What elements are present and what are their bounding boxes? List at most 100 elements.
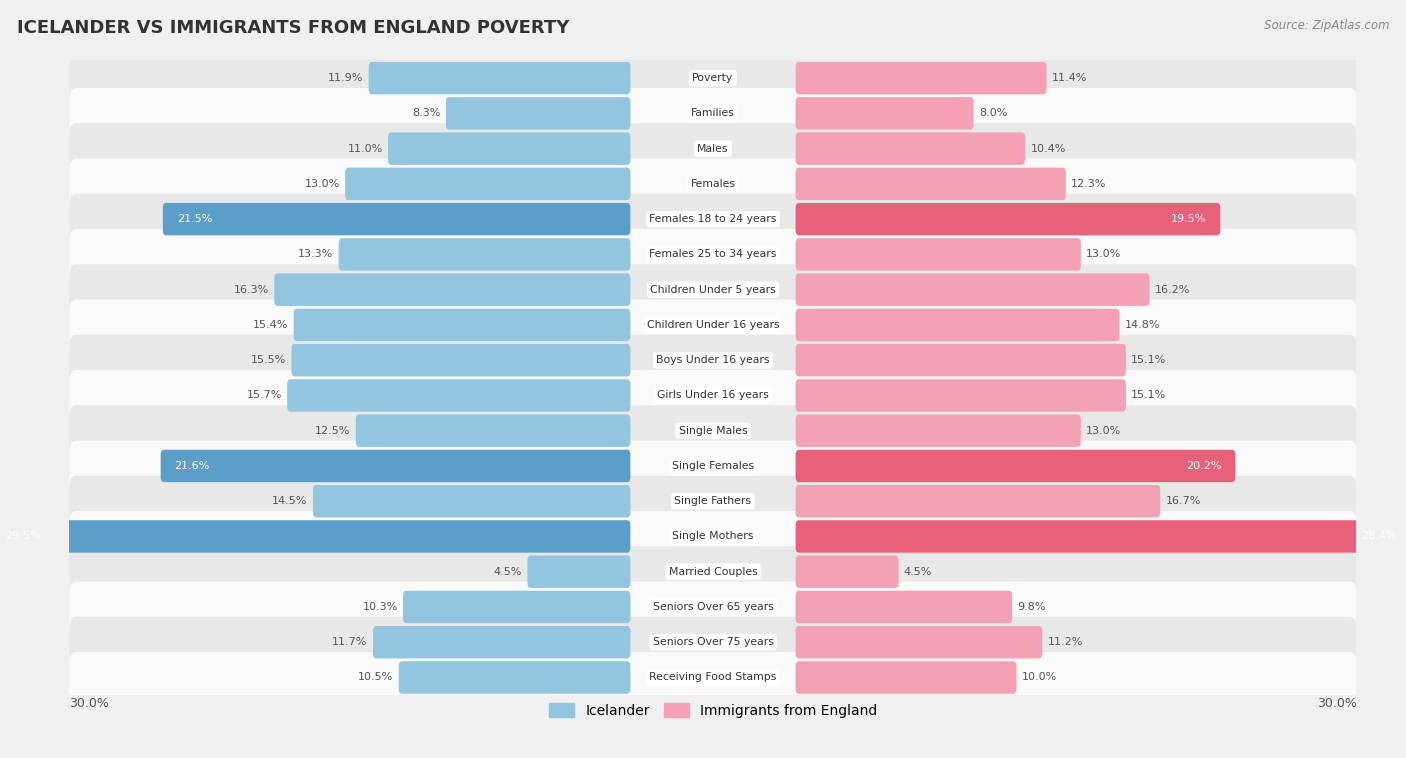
Text: 15.1%: 15.1% xyxy=(1132,390,1167,400)
Text: Married Couples: Married Couples xyxy=(669,567,758,577)
FancyBboxPatch shape xyxy=(368,62,630,94)
Text: 21.5%: 21.5% xyxy=(177,215,212,224)
Text: 11.9%: 11.9% xyxy=(328,73,363,83)
Text: 13.0%: 13.0% xyxy=(1087,249,1122,259)
Text: 14.5%: 14.5% xyxy=(273,496,308,506)
Text: 15.7%: 15.7% xyxy=(246,390,281,400)
Text: Poverty: Poverty xyxy=(692,73,734,83)
Text: 11.7%: 11.7% xyxy=(332,637,367,647)
Text: Children Under 5 years: Children Under 5 years xyxy=(650,285,776,295)
FancyBboxPatch shape xyxy=(291,344,630,377)
Legend: Icelander, Immigrants from England: Icelander, Immigrants from England xyxy=(544,697,883,723)
FancyBboxPatch shape xyxy=(796,520,1406,553)
Text: 15.4%: 15.4% xyxy=(253,320,288,330)
FancyBboxPatch shape xyxy=(0,520,630,553)
FancyBboxPatch shape xyxy=(160,449,630,482)
Text: 30.0%: 30.0% xyxy=(1316,697,1357,710)
FancyBboxPatch shape xyxy=(399,661,630,694)
FancyBboxPatch shape xyxy=(796,62,1046,94)
Text: Girls Under 16 years: Girls Under 16 years xyxy=(657,390,769,400)
Text: 13.0%: 13.0% xyxy=(1087,426,1122,436)
Text: Single Fathers: Single Fathers xyxy=(675,496,751,506)
FancyBboxPatch shape xyxy=(69,124,1357,174)
Text: 9.8%: 9.8% xyxy=(1018,602,1046,612)
FancyBboxPatch shape xyxy=(69,370,1357,421)
Text: 30.0%: 30.0% xyxy=(69,697,110,710)
FancyBboxPatch shape xyxy=(69,194,1357,245)
Text: 12.3%: 12.3% xyxy=(1071,179,1107,189)
Text: Receiving Food Stamps: Receiving Food Stamps xyxy=(650,672,776,682)
Text: 4.5%: 4.5% xyxy=(904,567,932,577)
Text: 10.4%: 10.4% xyxy=(1031,143,1066,154)
Text: 16.3%: 16.3% xyxy=(233,285,269,295)
Text: 14.8%: 14.8% xyxy=(1125,320,1160,330)
Text: 28.4%: 28.4% xyxy=(1361,531,1398,541)
FancyBboxPatch shape xyxy=(69,158,1357,209)
Text: 10.0%: 10.0% xyxy=(1022,672,1057,682)
FancyBboxPatch shape xyxy=(69,229,1357,280)
FancyBboxPatch shape xyxy=(69,88,1357,139)
FancyBboxPatch shape xyxy=(344,168,630,200)
Text: Seniors Over 65 years: Seniors Over 65 years xyxy=(652,602,773,612)
FancyBboxPatch shape xyxy=(796,556,898,588)
FancyBboxPatch shape xyxy=(796,415,1081,447)
Text: Source: ZipAtlas.com: Source: ZipAtlas.com xyxy=(1264,19,1389,32)
Text: Males: Males xyxy=(697,143,728,154)
Text: 16.2%: 16.2% xyxy=(1154,285,1191,295)
FancyBboxPatch shape xyxy=(796,626,1042,659)
Text: Females: Females xyxy=(690,179,735,189)
Text: 12.5%: 12.5% xyxy=(315,426,350,436)
FancyBboxPatch shape xyxy=(69,265,1357,315)
Text: Boys Under 16 years: Boys Under 16 years xyxy=(657,356,769,365)
FancyBboxPatch shape xyxy=(69,406,1357,456)
FancyBboxPatch shape xyxy=(287,379,630,412)
Text: Families: Families xyxy=(692,108,735,118)
Text: 20.2%: 20.2% xyxy=(1185,461,1222,471)
FancyBboxPatch shape xyxy=(294,309,630,341)
Text: Females 25 to 34 years: Females 25 to 34 years xyxy=(650,249,776,259)
FancyBboxPatch shape xyxy=(796,344,1126,377)
Text: 11.4%: 11.4% xyxy=(1052,73,1087,83)
FancyBboxPatch shape xyxy=(69,299,1357,350)
Text: 8.0%: 8.0% xyxy=(979,108,1007,118)
Text: Single Males: Single Males xyxy=(679,426,748,436)
Text: 21.6%: 21.6% xyxy=(174,461,209,471)
FancyBboxPatch shape xyxy=(69,581,1357,632)
FancyBboxPatch shape xyxy=(69,617,1357,668)
Text: Single Females: Single Females xyxy=(672,461,754,471)
FancyBboxPatch shape xyxy=(69,547,1357,597)
Text: 8.3%: 8.3% xyxy=(412,108,440,118)
FancyBboxPatch shape xyxy=(356,415,630,447)
Text: Single Mothers: Single Mothers xyxy=(672,531,754,541)
FancyBboxPatch shape xyxy=(69,652,1357,703)
Text: Females 18 to 24 years: Females 18 to 24 years xyxy=(650,215,776,224)
Text: 13.3%: 13.3% xyxy=(298,249,333,259)
FancyBboxPatch shape xyxy=(796,449,1236,482)
FancyBboxPatch shape xyxy=(527,556,630,588)
FancyBboxPatch shape xyxy=(274,274,630,306)
Text: 29.5%: 29.5% xyxy=(6,531,41,541)
Text: 4.5%: 4.5% xyxy=(494,567,522,577)
Text: Children Under 16 years: Children Under 16 years xyxy=(647,320,779,330)
FancyBboxPatch shape xyxy=(69,335,1357,386)
FancyBboxPatch shape xyxy=(796,203,1220,235)
Text: 16.7%: 16.7% xyxy=(1166,496,1201,506)
FancyBboxPatch shape xyxy=(796,274,1150,306)
FancyBboxPatch shape xyxy=(163,203,630,235)
FancyBboxPatch shape xyxy=(69,53,1357,104)
FancyBboxPatch shape xyxy=(796,485,1160,518)
Text: 13.0%: 13.0% xyxy=(305,179,340,189)
FancyBboxPatch shape xyxy=(69,440,1357,491)
FancyBboxPatch shape xyxy=(404,590,630,623)
Text: 10.3%: 10.3% xyxy=(363,602,398,612)
FancyBboxPatch shape xyxy=(796,661,1017,694)
FancyBboxPatch shape xyxy=(796,238,1081,271)
FancyBboxPatch shape xyxy=(69,511,1357,562)
FancyBboxPatch shape xyxy=(796,590,1012,623)
Text: 10.5%: 10.5% xyxy=(359,672,394,682)
FancyBboxPatch shape xyxy=(388,133,630,164)
FancyBboxPatch shape xyxy=(314,485,630,518)
FancyBboxPatch shape xyxy=(796,97,973,130)
FancyBboxPatch shape xyxy=(373,626,630,659)
FancyBboxPatch shape xyxy=(796,309,1119,341)
